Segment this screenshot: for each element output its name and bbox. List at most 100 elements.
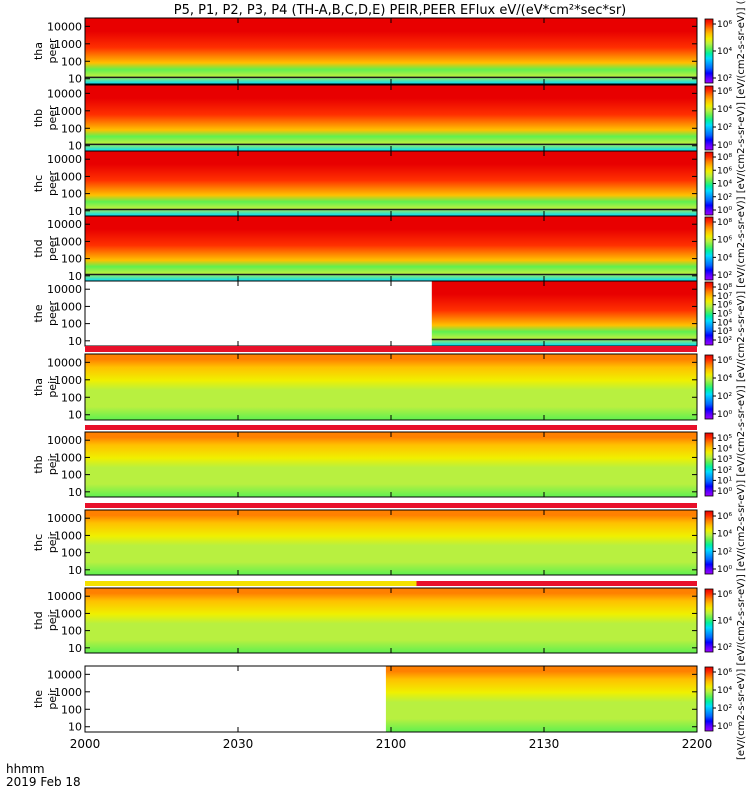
y-tick-label: 10 (68, 721, 82, 734)
colorbar-tick-label: 10⁵ (717, 310, 732, 320)
spectrogram-fill (431, 281, 697, 346)
spectrogram-fill (85, 588, 697, 653)
colorbar-tick-label: 10⁸ (717, 218, 732, 228)
colorbar-tick-label: 10⁴ (717, 47, 732, 57)
figure-title: P5, P1, P2, P3, P4 (TH-A,B,C,D,E) PEIR,P… (174, 3, 627, 18)
x-tick-label: 2200 (682, 737, 713, 751)
colorbar-tick-label: 10⁴ (717, 105, 732, 115)
panel-label-product: peer (46, 171, 59, 197)
y-tick-label: 10 (68, 73, 82, 86)
y-tick-label: 100 (61, 391, 82, 404)
colorbar (704, 510, 714, 575)
colorbar-tick-label: 10⁰ (717, 206, 732, 216)
y-tick-label: 1000 (54, 686, 82, 699)
y-tick-label: 10000 (47, 153, 82, 166)
panel-label-product: peir (46, 531, 59, 553)
flag-bar-red (416, 581, 697, 586)
y-tick-label: 100 (61, 625, 82, 638)
colorbar-tick-label: 10⁰ (717, 722, 732, 732)
colorbar-tick-label: 10⁶ (717, 590, 732, 600)
colorbar-tick-label: 10² (717, 123, 732, 133)
y-tick-label: 100 (61, 469, 82, 482)
colorbar-tick-label: 10² (717, 547, 732, 557)
y-tick-label: 10000 (47, 356, 82, 369)
y-tick-label: 1000 (54, 38, 82, 51)
flag-bar-red (85, 425, 697, 430)
colorbar-tick-label: 10⁶ (717, 356, 732, 366)
y-tick-label: 10 (68, 205, 82, 218)
y-tick-label: 100 (61, 318, 82, 331)
y-tick-label: 10 (68, 642, 82, 655)
colorbar-tick-label: 10⁴ (717, 253, 732, 263)
colorbar-tick-label: 10⁴ (717, 686, 732, 696)
spectrogram-fill (85, 354, 697, 420)
y-tick-label: 10000 (47, 218, 82, 231)
y-tick-label: 10 (68, 564, 82, 577)
colorbar-tick-label: 10⁶ (717, 166, 732, 176)
colorbar-tick-label: 10³ (717, 327, 732, 337)
y-tick-label: 100 (61, 55, 82, 68)
colorbar (704, 18, 714, 84)
y-tick-label: 10000 (47, 20, 82, 33)
panel-label-probe: thc (32, 534, 45, 551)
colorbar-tick-label: 10¹ (717, 476, 732, 486)
flag-bar-yellow (85, 581, 417, 586)
colorbar-tick-label: 10⁰ (717, 565, 732, 575)
colorbar-tick-label: 10⁶ (717, 512, 732, 522)
colorbar-tick-label: 10² (717, 704, 732, 714)
y-tick-label: 1000 (54, 170, 82, 183)
colorbar-tick-label: 10² (717, 336, 732, 346)
colorbar-tick-label: 10⁴ (717, 617, 732, 627)
y-tick-label: 100 (61, 188, 82, 201)
x-tick-label: 2130 (529, 737, 560, 751)
y-tick-label: 100 (61, 122, 82, 135)
panel-label-probe: thd (32, 611, 45, 629)
colorbar-tick-label: 10⁴ (717, 180, 732, 190)
colorbar-tick-label: 10² (717, 643, 732, 653)
flag-bar-red (85, 347, 697, 352)
colorbar-tick-label: 10² (717, 74, 732, 84)
y-tick-label: 1000 (54, 374, 82, 387)
colorbar-tick-label: 10² (717, 392, 732, 402)
y-tick-label: 10 (68, 335, 82, 348)
time-axis-label: hhmm (6, 762, 45, 776)
y-tick-label: 1000 (54, 607, 82, 620)
panel-label-probe: tha (32, 378, 45, 396)
panel-label-probe: thb (32, 109, 45, 127)
colorbar (704, 588, 714, 653)
panel-label-product: peir (46, 376, 59, 398)
panel-label-product: peer (46, 105, 59, 131)
colorbar-tick-label: 10² (717, 193, 732, 203)
y-tick-label: 100 (61, 547, 82, 560)
colorbar-tick-label: 10⁰ (717, 141, 732, 151)
colorbar-tick-label: 10⁴ (717, 445, 732, 455)
y-tick-label: 10000 (47, 590, 82, 603)
colorbar (704, 432, 714, 497)
colorbar-tick-label: 10⁸ (717, 283, 732, 293)
colorbar-tick-label: 10⁶ (717, 301, 732, 311)
colorbar (704, 216, 714, 281)
panel-label-product: peer (46, 38, 59, 64)
y-tick-label: 10000 (47, 87, 82, 100)
y-tick-label: 1000 (54, 235, 82, 248)
colorbar (704, 666, 714, 732)
colorbar-tick-label: 10² (717, 271, 732, 281)
y-tick-label: 10 (68, 140, 82, 153)
flag-bar-red (85, 503, 697, 508)
panel-label-probe: the (32, 690, 45, 708)
y-tick-label: 100 (61, 703, 82, 716)
colorbar-tick-label: 10⁸ (717, 153, 732, 163)
colorbar (704, 151, 714, 216)
y-tick-label: 10000 (47, 512, 82, 525)
colorbar (704, 281, 714, 346)
panel-label-product: peer (46, 301, 59, 327)
spectrogram-fill (385, 666, 697, 732)
